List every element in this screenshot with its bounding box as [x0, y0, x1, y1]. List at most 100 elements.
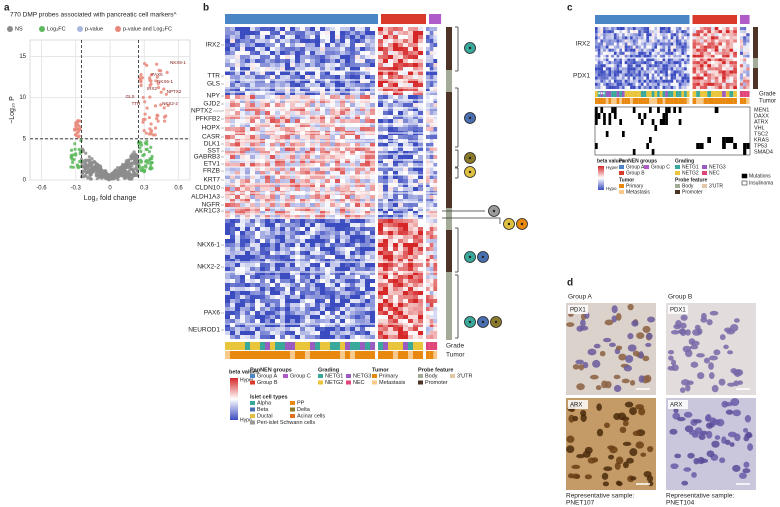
heatmap-cell: [603, 67, 606, 70]
heatmap-cell: [325, 251, 330, 255]
grade-cell: [335, 342, 340, 350]
tumor-cell: [325, 351, 330, 359]
cell-type-dot: [482, 256, 484, 258]
heatmap-cell: [280, 135, 285, 139]
heatmap-cell: [393, 327, 398, 331]
heatmap-cell: [644, 74, 647, 77]
heatmap-cell: [315, 147, 320, 151]
heatmap-cell: [365, 187, 370, 191]
heatmap-cell: [418, 299, 423, 303]
heatmap-cell: [255, 287, 260, 291]
heatmap-cell: [704, 49, 708, 52]
heatmap-cell: [740, 61, 743, 64]
heatmap-cell: [240, 175, 245, 179]
heatmap-cell: [413, 143, 418, 147]
heatmap-cell: [290, 315, 295, 319]
heatmap-cell: [310, 71, 315, 75]
heatmap-cell: [646, 39, 649, 42]
heatmap-cell: [225, 243, 230, 247]
heatmap-cell: [315, 327, 320, 331]
heatmap-cell: [335, 127, 340, 131]
heatmap-cell: [350, 111, 355, 115]
heatmap-cell: [290, 71, 295, 75]
heatmap-cell: [430, 135, 434, 139]
heatmap-cell: [676, 67, 679, 70]
heatmap-cell: [622, 30, 625, 33]
heatmap-cell: [345, 319, 350, 323]
heatmap-cell: [355, 119, 360, 123]
heatmap-cell: [408, 299, 413, 303]
heatmap-cell: [600, 33, 603, 36]
heatmap-cell: [700, 77, 704, 80]
heatmap-cell: [340, 95, 345, 99]
heatmap-cell: [270, 63, 275, 67]
heatmap-cell: [383, 135, 388, 139]
heatmap-cell: [230, 55, 235, 59]
heatmap-cell: [426, 143, 430, 147]
heatmap-cell: [280, 283, 285, 287]
heatmap-cell: [408, 155, 413, 159]
heatmap-cell: [345, 315, 350, 319]
heatmap-cell: [718, 70, 722, 73]
heatmap-cell: [350, 235, 355, 239]
heatmap-cell: [383, 155, 388, 159]
heatmap-cell: [426, 155, 430, 159]
heatmap-cell: [652, 36, 655, 39]
gene-label: NKX6-1: [197, 242, 220, 249]
heatmap-cell: [340, 275, 345, 279]
heatmap-cell: [330, 103, 335, 107]
cell-type-dot: [469, 117, 471, 119]
point: [136, 158, 139, 161]
heatmap-cell: [418, 239, 423, 243]
heatmap-cell: [345, 279, 350, 283]
heatmap-cell: [365, 299, 370, 303]
heatmap-cell: [310, 311, 315, 315]
heatmap-cell: [393, 59, 398, 63]
heatmap-cell: [260, 147, 265, 151]
heatmap-cell: [335, 275, 340, 279]
legend-label: Group B: [257, 380, 278, 386]
heatmap-cell: [652, 61, 655, 64]
heatmap-cell: [743, 67, 746, 70]
heatmap-cell: [280, 59, 285, 63]
heatmap-cell: [255, 27, 260, 31]
heatmap-cell: [398, 255, 403, 259]
heatmap-cell: [255, 319, 260, 323]
heatmap-cell: [426, 167, 430, 171]
heatmap-cell: [260, 203, 265, 207]
heatmap-cell: [388, 279, 393, 283]
heatmap-cell: [430, 247, 434, 251]
heatmap-cell: [378, 171, 383, 175]
heatmap-cell: [663, 74, 666, 77]
heatmap-cell: [704, 27, 708, 30]
heatmap-cell: [245, 163, 250, 167]
heatmap-cell: [408, 239, 413, 243]
heatmap-cell: [378, 163, 383, 167]
heatmap-cell: [433, 135, 437, 139]
heatmap-cell: [403, 307, 408, 311]
heatmap-cell: [365, 239, 370, 243]
heatmap-cell: [627, 77, 630, 80]
heatmap-cell: [350, 31, 355, 35]
heatmap-cell: [360, 227, 365, 231]
heatmap-cell: [383, 175, 388, 179]
heatmap-cell: [426, 335, 430, 339]
heatmap-cell: [360, 235, 365, 239]
heatmap-cell: [270, 299, 275, 303]
heatmap-cell: [240, 51, 245, 55]
heatmap-cell: [687, 43, 690, 46]
heatmap-cell: [330, 227, 335, 231]
heatmap-cell: [230, 175, 235, 179]
heatmap-cell: [652, 74, 655, 77]
heatmap-cell: [240, 203, 245, 207]
heatmap-cell: [275, 67, 280, 71]
heatmap-cell: [255, 231, 260, 235]
heatmap-cell: [378, 179, 383, 183]
heatmap-cell: [700, 61, 704, 64]
heatmap-cell: [433, 243, 437, 247]
point: [125, 159, 128, 162]
heatmap-cell: [235, 43, 240, 47]
heatmap-cell: [250, 119, 255, 123]
heatmap-cell: [430, 179, 434, 183]
heatmap-cell: [230, 103, 235, 107]
